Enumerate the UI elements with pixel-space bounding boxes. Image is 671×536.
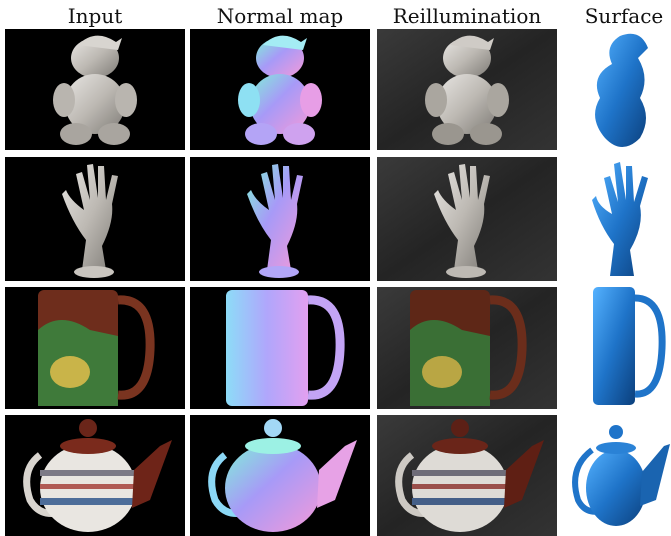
mug-surface (593, 287, 666, 405)
mug-normal-map (190, 287, 370, 409)
header-input: Input (67, 4, 123, 28)
row-hand (5, 157, 648, 281)
bear-input (5, 29, 185, 150)
row-teapot (5, 415, 670, 536)
header-surface: Surface (584, 4, 664, 28)
teapot-input (5, 415, 185, 536)
header-reillumination: Reillumination (392, 4, 542, 28)
teapot-reillumination (377, 415, 557, 536)
hand-surface (592, 162, 648, 276)
bear-reillumination (377, 29, 557, 150)
hand-normal-map (190, 157, 370, 281)
hand-reillumination (377, 157, 557, 281)
row-bear (5, 29, 648, 150)
header-normal-map: Normal map (216, 4, 344, 28)
row-mug (5, 287, 666, 409)
bear-normal-map (190, 29, 370, 150)
bear-surface (595, 33, 648, 147)
teapot-surface (572, 425, 670, 526)
mug-input (5, 287, 185, 409)
teapot-normal-map (190, 415, 370, 536)
hand-input (5, 157, 185, 281)
mug-reillumination (377, 287, 557, 409)
